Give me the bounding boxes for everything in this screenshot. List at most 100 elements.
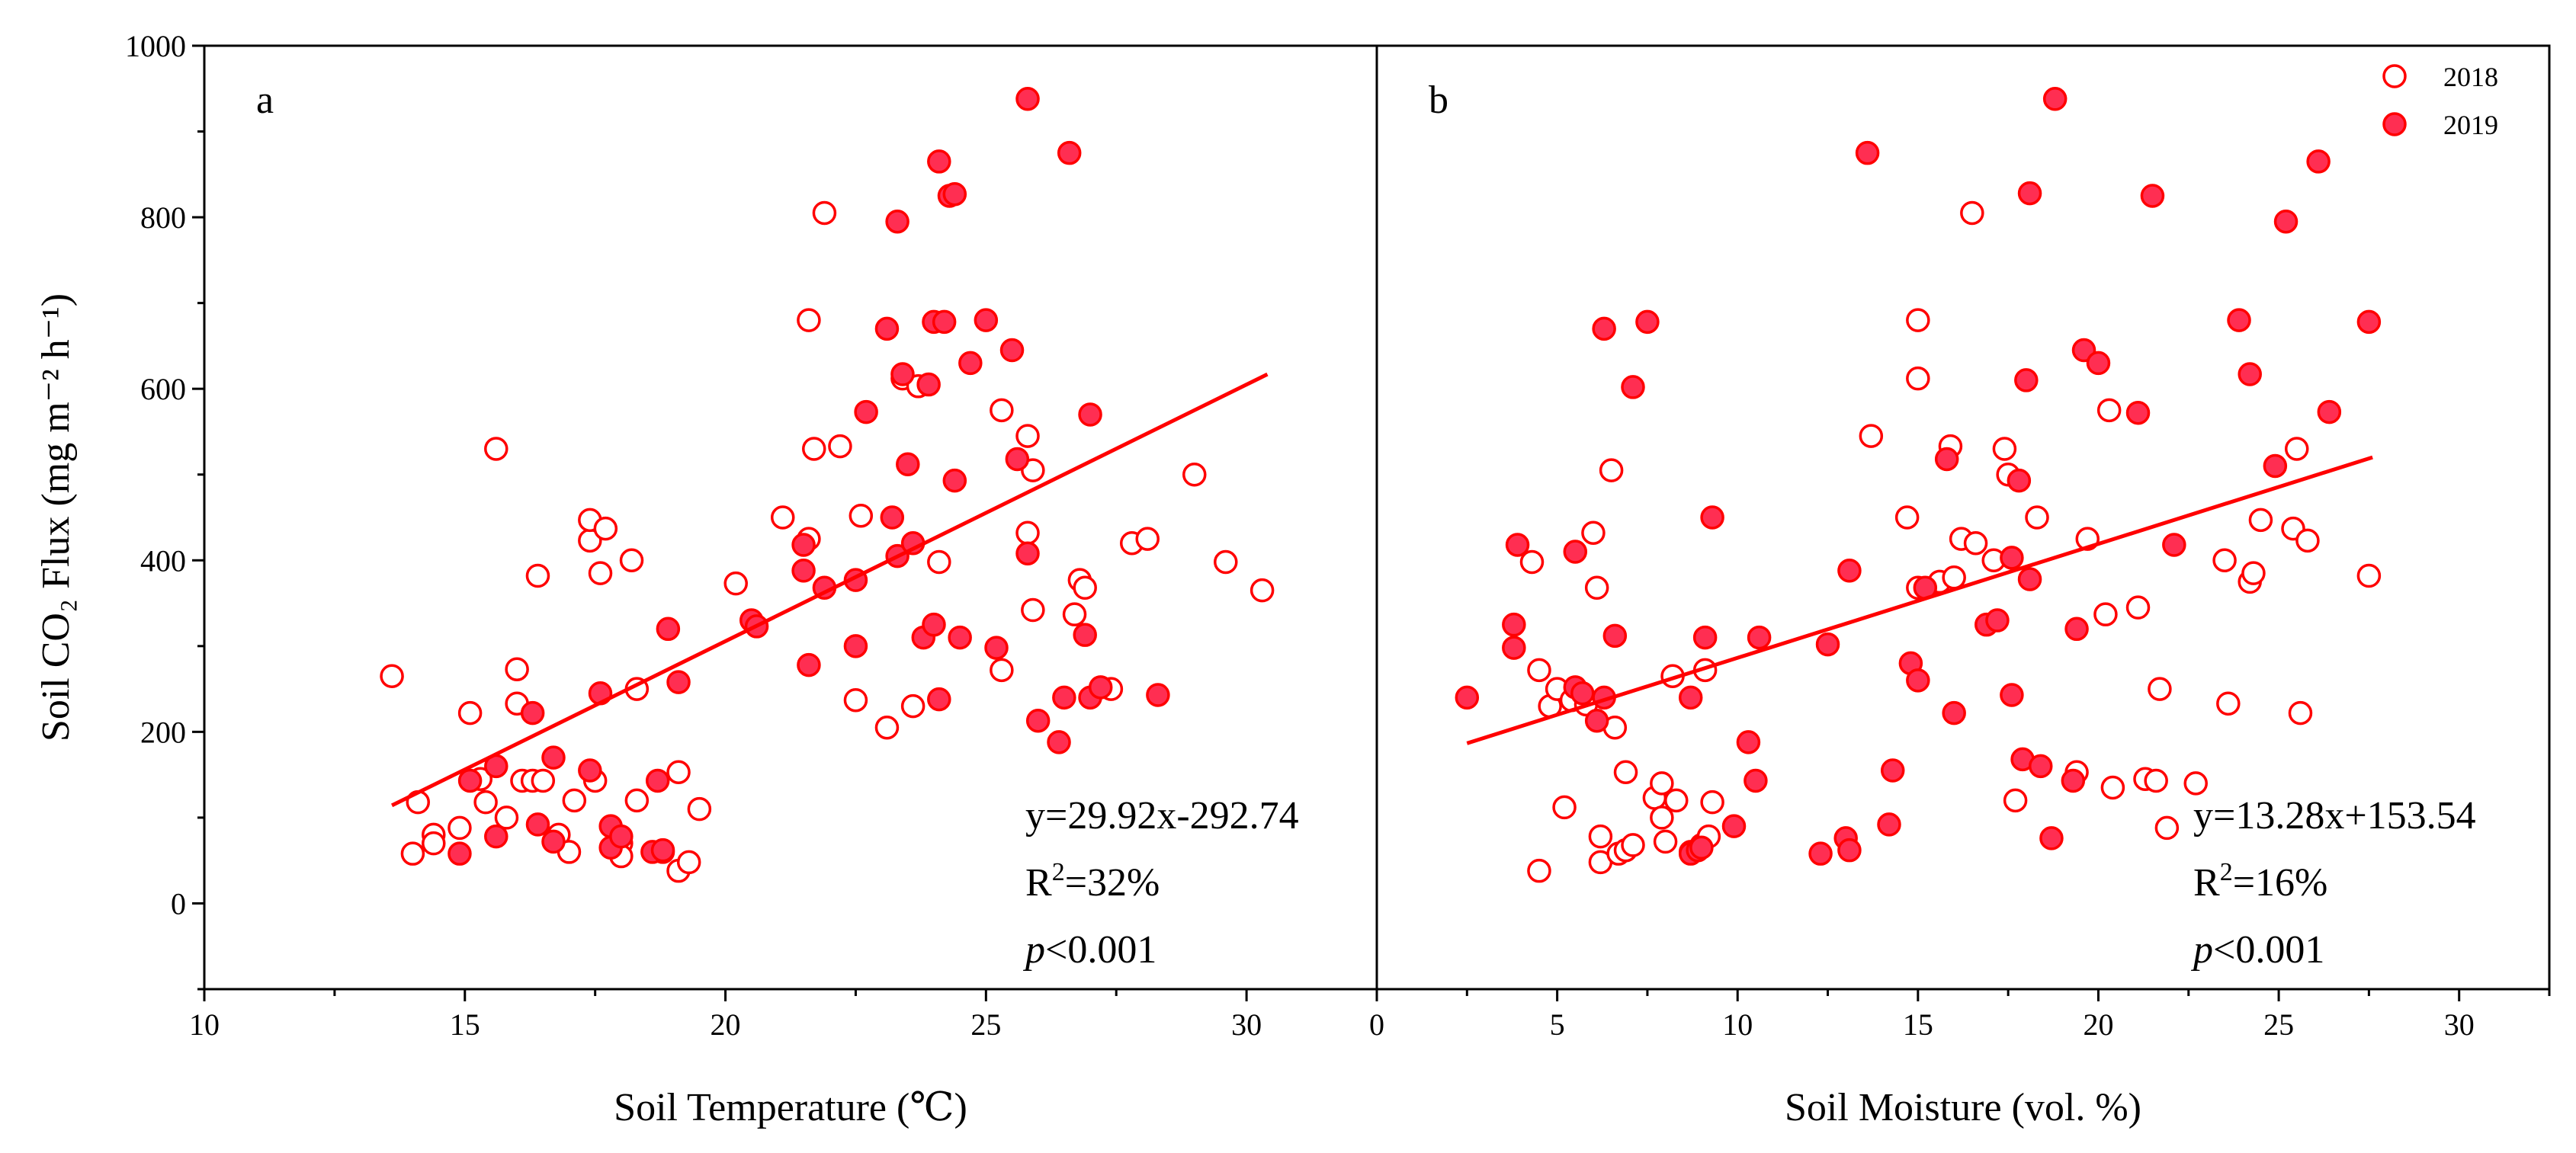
data-point-2018 bbox=[2096, 398, 2122, 423]
data-point-2019 bbox=[1837, 559, 1862, 583]
data-point-2019 bbox=[457, 768, 483, 793]
data-point-2019 bbox=[1602, 623, 1628, 649]
x-tick-label: 5 bbox=[1550, 1007, 1565, 1042]
data-point-2018 bbox=[723, 571, 748, 596]
data-point-2018 bbox=[1581, 520, 1606, 546]
data-point-2019 bbox=[1502, 612, 1526, 637]
data-point-2018 bbox=[2093, 602, 2118, 626]
data-point-2018 bbox=[1650, 771, 1674, 796]
data-point-2018 bbox=[562, 788, 587, 813]
data-point-2019 bbox=[797, 652, 821, 677]
data-point-2019 bbox=[578, 758, 602, 783]
data-point-2019 bbox=[1815, 632, 1840, 657]
data-point-2019 bbox=[2306, 149, 2331, 174]
data-point-2019 bbox=[2125, 400, 2151, 425]
y-tick-label: 800 bbox=[140, 200, 186, 235]
data-point-2019 bbox=[484, 824, 508, 849]
panel-b-x-axis-ticks: 0 5 10 15 20 25 30 bbox=[1369, 989, 2551, 1042]
data-point-2019 bbox=[520, 700, 545, 725]
data-point-2018 bbox=[874, 715, 900, 740]
data-point-2018 bbox=[2148, 677, 2172, 701]
y-tick-label: 0 bbox=[171, 886, 186, 921]
data-point-2019 bbox=[1942, 700, 1966, 725]
data-point-2018 bbox=[422, 831, 446, 856]
data-point-2018 bbox=[1653, 829, 1678, 854]
data-point-2018 bbox=[2025, 505, 2049, 530]
panel-a-fit-line bbox=[390, 372, 1269, 808]
data-point-2018 bbox=[849, 503, 874, 528]
data-point-2019 bbox=[874, 316, 900, 341]
data-point-2019 bbox=[1570, 681, 1595, 706]
data-point-2018 bbox=[2183, 771, 2208, 796]
data-point-2019 bbox=[1934, 447, 1959, 472]
data-point-2018 bbox=[505, 657, 529, 681]
data-point-2019 bbox=[791, 533, 816, 557]
data-point-2018 bbox=[2248, 508, 2273, 533]
y-tick-label: 1000 bbox=[125, 29, 186, 63]
data-point-2018 bbox=[2144, 768, 2168, 793]
data-point-2019 bbox=[1985, 608, 2010, 633]
data-point-2019 bbox=[2028, 754, 2053, 779]
data-point-2019 bbox=[1584, 708, 1609, 733]
data-point-2018 bbox=[1621, 833, 1645, 857]
data-point-2019 bbox=[885, 209, 909, 234]
data-point-2018 bbox=[484, 437, 508, 461]
data-point-2018 bbox=[1214, 549, 1238, 575]
data-point-2019 bbox=[1047, 730, 1071, 754]
data-point-2019 bbox=[1678, 685, 1703, 710]
data-point-2018 bbox=[1250, 578, 1275, 603]
data-point-2018 bbox=[2125, 595, 2151, 620]
data-point-2019 bbox=[1505, 533, 1530, 557]
data-point-2019 bbox=[541, 829, 566, 854]
data-point-2018 bbox=[1613, 760, 1638, 785]
panel-b-points bbox=[1455, 87, 2382, 883]
panel-b-fit-line bbox=[1466, 455, 2373, 745]
data-point-2018 bbox=[770, 505, 795, 530]
data-point-2018 bbox=[494, 805, 519, 830]
data-point-2018 bbox=[1588, 824, 1613, 849]
data-point-2019 bbox=[1057, 140, 1082, 165]
data-point-2018 bbox=[990, 658, 1014, 683]
data-point-2019 bbox=[1621, 375, 1645, 399]
data-point-2019 bbox=[2017, 567, 2042, 591]
data-point-2019 bbox=[2000, 546, 2024, 570]
data-point-2018 bbox=[2295, 528, 2320, 553]
x-tick-label: 20 bbox=[2083, 1007, 2113, 1042]
x-tick-label: 10 bbox=[189, 1007, 220, 1042]
x-tick-label: 30 bbox=[1231, 1007, 1262, 1042]
data-point-2018 bbox=[1062, 602, 1087, 626]
data-point-2019 bbox=[1015, 541, 1040, 566]
data-point-2018 bbox=[1963, 531, 1988, 556]
legend-marker-2018 bbox=[2382, 64, 2407, 88]
panel-b: 0 5 10 15 20 25 30 b y=13.28x+153.54 R2=16% p<… bbox=[1369, 44, 2551, 1129]
data-point-2018 bbox=[900, 693, 925, 719]
data-point-2019 bbox=[2086, 351, 2111, 376]
data-point-2019 bbox=[791, 559, 816, 583]
data-point-2019 bbox=[1736, 730, 1761, 754]
data-point-2019 bbox=[541, 745, 566, 770]
data-point-2019 bbox=[2273, 209, 2299, 234]
panel-b-x-axis-title: Soil Moisture (vol. %) bbox=[1785, 1086, 2141, 1129]
data-point-2018 bbox=[593, 516, 618, 541]
data-point-2019 bbox=[843, 634, 868, 658]
data-point-2019 bbox=[645, 768, 670, 793]
panel-a-r2: R2=32% bbox=[1025, 858, 1160, 905]
data-point-2018 bbox=[2003, 788, 2028, 813]
data-point-2019 bbox=[1005, 447, 1030, 472]
data-point-2019 bbox=[974, 308, 999, 332]
data-point-2018 bbox=[2288, 700, 2313, 725]
legend-marker-2019 bbox=[2382, 112, 2407, 136]
data-point-2018 bbox=[1960, 200, 1984, 226]
data-point-2019 bbox=[2064, 617, 2089, 642]
data-point-2018 bbox=[380, 664, 404, 688]
data-point-2019 bbox=[1692, 625, 1718, 650]
data-point-2019 bbox=[1078, 402, 1102, 427]
panel-a-equation: y=29.92x-292.74 bbox=[1025, 794, 1299, 838]
data-point-2019 bbox=[525, 812, 550, 837]
data-point-2018 bbox=[802, 437, 826, 461]
data-point-2018 bbox=[666, 760, 691, 785]
panel-b-frame bbox=[1375, 44, 2551, 991]
data-point-2019 bbox=[1808, 841, 1833, 866]
data-point-2019 bbox=[1563, 540, 1588, 564]
